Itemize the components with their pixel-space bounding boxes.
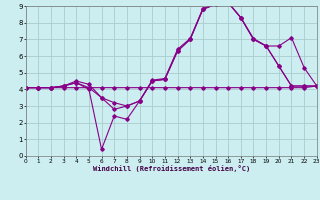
X-axis label: Windchill (Refroidissement éolien,°C): Windchill (Refroidissement éolien,°C): [92, 165, 250, 172]
